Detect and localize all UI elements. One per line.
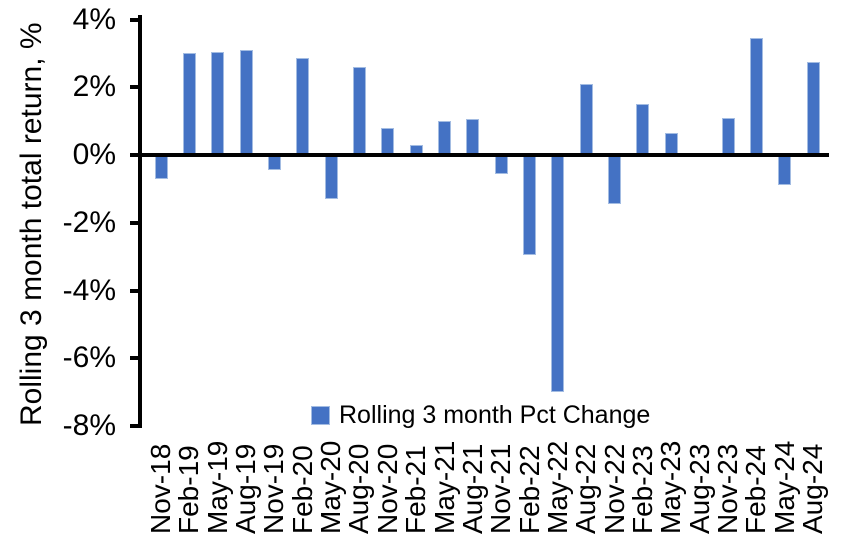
x-tick-label-May-20: May-20 xyxy=(315,440,347,534)
y-axis-line xyxy=(138,15,142,428)
x-tick-label-Nov-18: Nov-18 xyxy=(145,443,176,534)
x-tick-label-Nov-19: Nov-19 xyxy=(258,443,290,534)
y-tick-label: 4% xyxy=(72,2,116,36)
x-tick-label-May-24: May-24 xyxy=(768,440,800,534)
bar-Aug-24 xyxy=(806,61,820,155)
x-axis-zero-line xyxy=(138,153,829,157)
x-tick-label-Aug-19: Aug-19 xyxy=(230,443,262,534)
x-tick-label-Aug-21: Aug-21 xyxy=(456,443,488,534)
x-tick-label-Aug-24: Aug-24 xyxy=(797,443,829,534)
legend-label: Rolling 3 month Pct Change xyxy=(339,401,651,429)
bar-Aug-19 xyxy=(239,49,253,155)
bar-Feb-23 xyxy=(636,104,650,155)
y-tick-label: -6% xyxy=(62,341,116,375)
bar-Nov-23 xyxy=(721,117,735,155)
x-tick-label-Aug-22: Aug-22 xyxy=(570,443,602,534)
bar-May-22 xyxy=(551,155,565,393)
y-tick-mark xyxy=(130,356,140,361)
y-tick-mark xyxy=(130,153,140,157)
bar-Feb-20 xyxy=(296,58,310,155)
x-tick-label-Feb-24: Feb-24 xyxy=(740,445,772,534)
bar-May-20 xyxy=(324,155,338,200)
y-tick-mark xyxy=(130,424,140,428)
bar-May-24 xyxy=(778,155,792,186)
bar-Aug-20 xyxy=(352,66,366,155)
x-tick-label-May-23: May-23 xyxy=(655,440,687,534)
x-tick-label-Feb-22: Feb-22 xyxy=(513,445,545,534)
bar-May-19 xyxy=(211,51,225,155)
x-tick-label-Feb-21: Feb-21 xyxy=(400,445,432,534)
legend-marker-icon xyxy=(311,405,330,425)
bar-May-23 xyxy=(664,132,678,155)
bar-Nov-21 xyxy=(494,155,508,174)
y-tick-mark xyxy=(130,288,140,293)
x-tick-label-Nov-21: Nov-21 xyxy=(485,443,517,534)
bar-Feb-24 xyxy=(749,38,763,155)
x-tick-label-Aug-20: Aug-20 xyxy=(343,443,375,534)
legend: Rolling 3 month Pct Change xyxy=(311,401,651,429)
bar-Aug-21 xyxy=(466,119,480,155)
x-tick-label-Aug-23: Aug-23 xyxy=(683,443,715,534)
y-tick-mark xyxy=(130,85,140,90)
bar-Nov-22 xyxy=(608,155,622,205)
bar-Aug-22 xyxy=(579,83,593,155)
y-tick-mark xyxy=(130,220,140,225)
y-tick-mark xyxy=(130,17,140,22)
y-tick-label: 2% xyxy=(72,70,116,104)
x-tick-label-Nov-22: Nov-22 xyxy=(598,443,630,534)
bar-Nov-19 xyxy=(267,155,281,171)
bar-Feb-22 xyxy=(523,155,537,255)
x-tick-label-Feb-20: Feb-20 xyxy=(286,445,318,534)
x-tick-label-May-19: May-19 xyxy=(201,440,233,534)
x-tick-label-Feb-19: Feb-19 xyxy=(173,445,205,534)
bar-Nov-18 xyxy=(154,155,168,179)
x-tick-label-Nov-23: Nov-23 xyxy=(712,443,743,534)
y-tick-label: 0% xyxy=(72,138,116,171)
x-tick-label-May-21: May-21 xyxy=(428,440,460,534)
x-tick-label-Feb-23: Feb-23 xyxy=(626,445,658,534)
y-tick-label: -4% xyxy=(62,273,116,307)
x-tick-label-Nov-20: Nov-20 xyxy=(371,443,403,534)
bar-Feb-19 xyxy=(182,53,196,155)
y-tick-label: -2% xyxy=(62,205,116,239)
bar-May-21 xyxy=(438,121,451,155)
x-tick-label-May-22: May-22 xyxy=(541,440,573,534)
y-tick-label: -8% xyxy=(62,409,116,442)
bar-Nov-20 xyxy=(381,127,395,155)
